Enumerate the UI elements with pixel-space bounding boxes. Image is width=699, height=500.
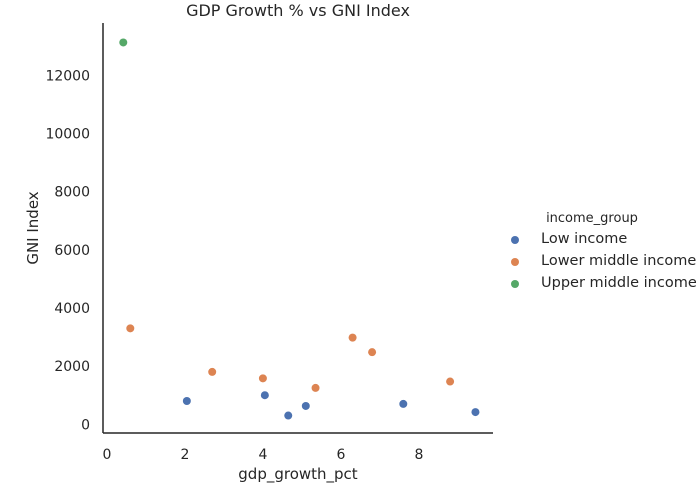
y-axis-ticks: 0 2000 4000 6000 8000 10000 12000 [45, 68, 90, 433]
data-point-upper-middle-income [119, 38, 128, 47]
data-point-low-income [260, 391, 269, 400]
plot-area: 0 2 4 6 8 0 2000 4000 6000 8000 10000 12000 [45, 23, 493, 463]
y-tick-label: 12000 [45, 68, 90, 84]
legend-marker [511, 280, 519, 288]
data-point-low-income [301, 401, 310, 410]
data-point-low-income [284, 411, 293, 420]
data-points [119, 38, 480, 420]
x-tick-label: 8 [414, 447, 423, 463]
legend-label: Upper middle income [541, 275, 697, 291]
data-point-lower-middle-income [126, 324, 135, 333]
chart-title: GDP Growth % vs GNI Index [186, 1, 410, 20]
y-axis-label: GNI Index [24, 191, 42, 264]
x-tick-label: 6 [336, 447, 345, 463]
y-tick-label: 10000 [45, 126, 90, 142]
data-point-lower-middle-income [258, 374, 267, 383]
data-point-lower-middle-income [446, 377, 455, 386]
legend-item: Lower middle income [511, 253, 696, 269]
legend-label: Low income [541, 231, 627, 247]
y-tick-label: 0 [81, 417, 90, 433]
x-tick-label: 0 [102, 447, 111, 463]
y-tick-label: 6000 [54, 243, 90, 259]
data-point-lower-middle-income [311, 383, 320, 392]
legend-label: Lower middle income [541, 253, 696, 269]
data-point-lower-middle-income [348, 333, 357, 342]
y-tick-label: 4000 [54, 301, 90, 317]
legend-title: income_group [546, 211, 638, 226]
x-axis-ticks: 0 2 4 6 8 [102, 447, 423, 463]
legend: income_group Low income Lower middle inco… [511, 211, 697, 291]
data-point-lower-middle-income [368, 348, 377, 357]
data-point-low-income [182, 397, 191, 406]
y-tick-label: 8000 [54, 185, 90, 201]
legend-item: Low income [511, 231, 627, 247]
x-tick-label: 2 [180, 447, 189, 463]
legend-items: Low income Lower middle income Upper middl… [511, 231, 697, 291]
legend-marker [511, 236, 519, 244]
data-point-low-income [399, 399, 408, 408]
legend-marker [511, 258, 519, 266]
x-axis-label: gdp_growth_pct [238, 465, 358, 484]
data-point-lower-middle-income [208, 367, 217, 376]
legend-item: Upper middle income [511, 275, 697, 291]
data-point-low-income [471, 408, 480, 417]
y-tick-label: 2000 [54, 359, 90, 375]
x-tick-label: 4 [258, 447, 267, 463]
